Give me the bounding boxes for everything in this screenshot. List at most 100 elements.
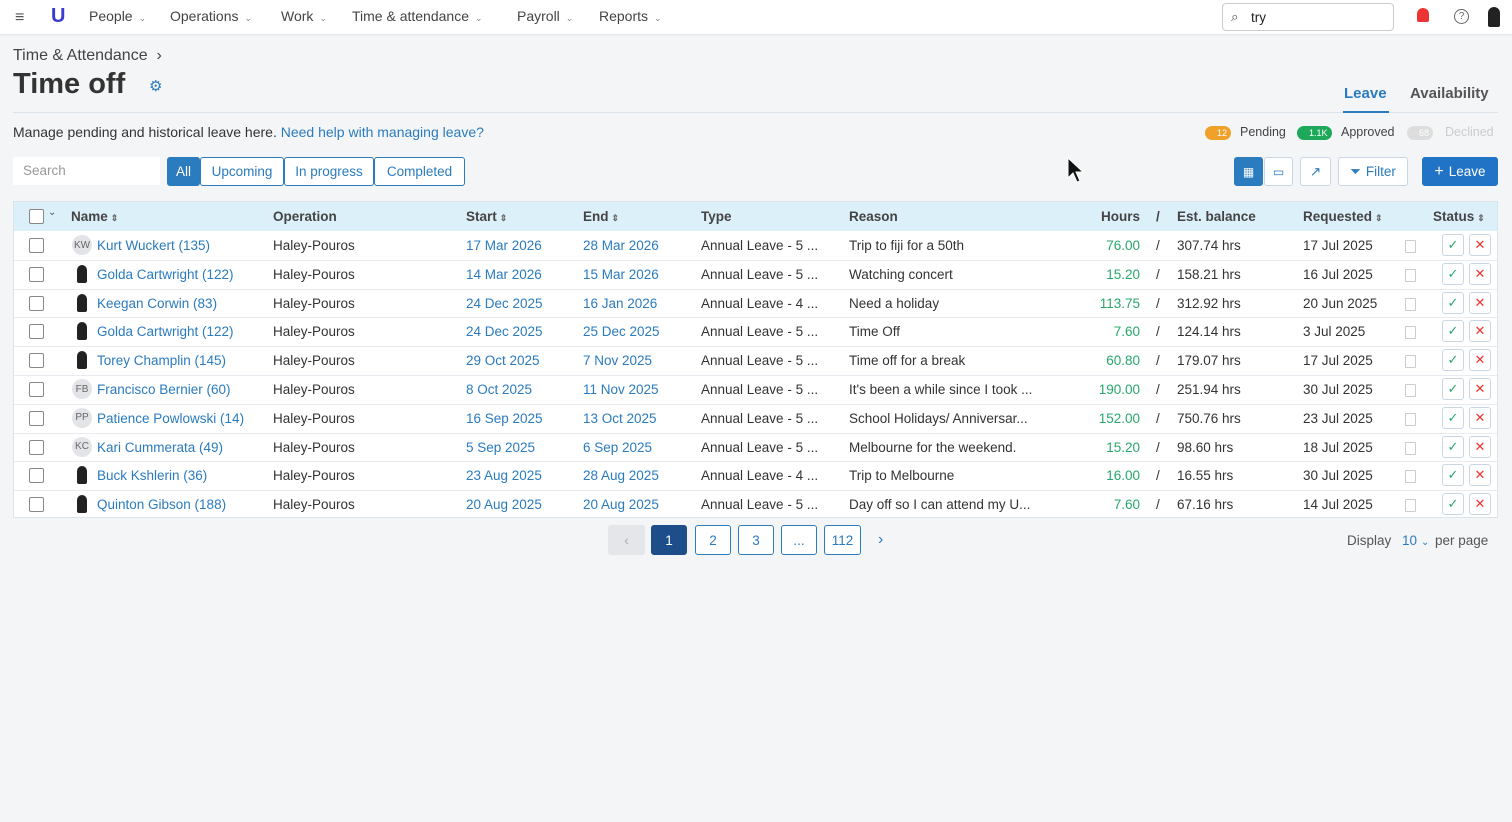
select-menu[interactable]: ⌄	[48, 207, 57, 218]
start-date[interactable]: 20 Aug 2025	[466, 497, 542, 513]
page-button[interactable]: 1	[651, 525, 687, 555]
profile-icon[interactable]	[1488, 7, 1500, 27]
search-box[interactable]: ⌕ try	[1222, 3, 1394, 31]
decline-button[interactable]: ✕	[1469, 349, 1491, 372]
select-all-checkbox[interactable]	[29, 209, 44, 224]
end-date[interactable]: 20 Aug 2025	[583, 497, 659, 513]
document-icon[interactable]	[1405, 470, 1416, 484]
nav-item[interactable]: Operations ⌄	[170, 8, 253, 24]
page-button[interactable]: 112	[824, 525, 861, 555]
breadcrumb-text[interactable]: Time & Attendance	[13, 47, 148, 64]
approve-button[interactable]: ✓	[1442, 262, 1464, 285]
page-button[interactable]: 3	[738, 525, 774, 555]
end-date[interactable]: 11 Nov 2025	[583, 382, 659, 397]
document-icon[interactable]	[1405, 412, 1416, 426]
end-date[interactable]: 28 Aug 2025	[583, 468, 659, 484]
row-checkbox[interactable]	[29, 439, 44, 455]
page-button[interactable]: ...	[781, 525, 817, 555]
row-checkbox[interactable]	[29, 295, 44, 311]
view-table-button[interactable]: ▦	[1234, 157, 1263, 186]
help-link[interactable]: Need help with managing leave?	[280, 124, 484, 140]
decline-button[interactable]: ✕	[1469, 435, 1491, 458]
column-header[interactable]: Name ⇕	[71, 209, 119, 224]
approve-button[interactable]: ✓	[1442, 493, 1464, 516]
employee-name[interactable]: Patience Powlowski (14)	[97, 410, 245, 426]
employee-name[interactable]: Buck Kshlerin (36)	[97, 468, 208, 484]
decline-button[interactable]: ✕	[1469, 406, 1491, 429]
breadcrumb[interactable]: Time & Attendance ›	[13, 47, 162, 64]
start-date[interactable]: 17 Mar 2026	[466, 238, 542, 253]
status-label[interactable]: Pending	[1240, 125, 1286, 139]
employee-name[interactable]: Francisco Bernier (60)	[97, 382, 231, 397]
status-label[interactable]: Declined	[1445, 125, 1494, 139]
row-checkbox[interactable]	[29, 353, 44, 369]
tab[interactable]: Leave	[1344, 85, 1387, 102]
decline-button[interactable]: ✕	[1469, 291, 1491, 314]
end-date[interactable]: 7 Nov 2025	[583, 353, 653, 369]
view-calendar-button[interactable]: ▭	[1264, 157, 1293, 186]
approve-button[interactable]: ✓	[1442, 378, 1464, 400]
row-checkbox[interactable]	[29, 324, 44, 340]
segment-button[interactable]: All	[167, 157, 200, 186]
document-icon[interactable]	[1405, 326, 1416, 340]
decline-button[interactable]: ✕	[1469, 234, 1491, 256]
start-date[interactable]: 23 Aug 2025	[466, 468, 542, 484]
approve-button[interactable]: ✓	[1442, 320, 1464, 343]
start-date[interactable]: 14 Mar 2026	[466, 266, 542, 282]
row-checkbox[interactable]	[29, 410, 44, 426]
nav-item[interactable]: Payroll ⌄	[517, 8, 574, 24]
row-checkbox[interactable]	[29, 266, 44, 282]
end-date[interactable]: 6 Sep 2025	[583, 439, 653, 455]
decline-button[interactable]: ✕	[1469, 320, 1491, 343]
decline-button[interactable]: ✕	[1469, 378, 1491, 400]
help-icon[interactable]: ?	[1454, 9, 1469, 24]
start-date[interactable]: 16 Sep 2025	[466, 410, 543, 426]
nav-item[interactable]: Time & attendance ⌄	[352, 8, 483, 24]
document-icon[interactable]	[1405, 441, 1416, 455]
column-header[interactable]: Start ⇕	[466, 209, 508, 224]
start-date[interactable]: 8 Oct 2025	[466, 382, 533, 397]
search-input[interactable]: Search	[13, 157, 160, 185]
employee-name[interactable]: Kurt Wuckert (135)	[97, 238, 211, 253]
document-icon[interactable]	[1405, 268, 1416, 282]
document-icon[interactable]	[1405, 240, 1416, 253]
filter-label[interactable]: Filter	[1365, 164, 1396, 179]
notification-icon[interactable]	[1417, 8, 1429, 22]
employee-name[interactable]: Keegan Corwin (83)	[97, 295, 218, 311]
end-date[interactable]: 15 Mar 2026	[583, 266, 659, 282]
add-leave-label[interactable]: Leave	[1448, 164, 1486, 179]
segment-button[interactable]: In progress	[284, 157, 374, 186]
approve-button[interactable]: ✓	[1442, 234, 1464, 256]
status-label[interactable]: Approved	[1341, 125, 1395, 139]
document-icon[interactable]	[1405, 297, 1416, 311]
employee-name[interactable]: Torey Champlin (145)	[97, 353, 227, 369]
add-leave-button[interactable]: + Leave	[1422, 157, 1498, 186]
start-date[interactable]: 29 Oct 2025	[466, 353, 540, 369]
row-checkbox[interactable]	[29, 497, 44, 513]
start-date[interactable]: 5 Sep 2025	[466, 439, 536, 455]
decline-button[interactable]: ✕	[1469, 262, 1491, 285]
logo[interactable]: U	[51, 5, 66, 27]
segment-button[interactable]: Upcoming	[200, 157, 284, 186]
export-button[interactable]: ↗	[1300, 157, 1331, 186]
approve-button[interactable]: ✓	[1442, 406, 1464, 429]
decline-button[interactable]: ✕	[1469, 464, 1491, 487]
next-page[interactable]: ›	[878, 531, 884, 548]
nav-item[interactable]: Reports ⌄	[599, 8, 662, 24]
tab[interactable]: Availability	[1410, 85, 1489, 102]
settings-icon[interactable]: ⚙	[149, 78, 163, 95]
filter-button[interactable]: ⏷ Filter	[1338, 157, 1408, 186]
approve-button[interactable]: ✓	[1442, 464, 1464, 487]
menu-icon[interactable]: ≡	[15, 9, 25, 26]
start-date[interactable]: 24 Dec 2025	[466, 295, 543, 311]
employee-name[interactable]: Golda Cartwright (122)	[97, 266, 234, 282]
column-header[interactable]: Requested ⇕	[1303, 209, 1383, 224]
end-date[interactable]: 13 Oct 2025	[583, 410, 657, 426]
employee-name[interactable]: Quinton Gibson (188)	[97, 497, 227, 513]
employee-name[interactable]: Kari Cummerata (49)	[97, 439, 224, 455]
page-button[interactable]: 2	[695, 525, 731, 555]
approve-button[interactable]: ✓	[1442, 435, 1464, 458]
prev-page[interactable]: ‹	[608, 525, 645, 555]
nav-item[interactable]: People ⌄	[89, 8, 147, 24]
segment-button[interactable]: Completed	[374, 157, 465, 186]
